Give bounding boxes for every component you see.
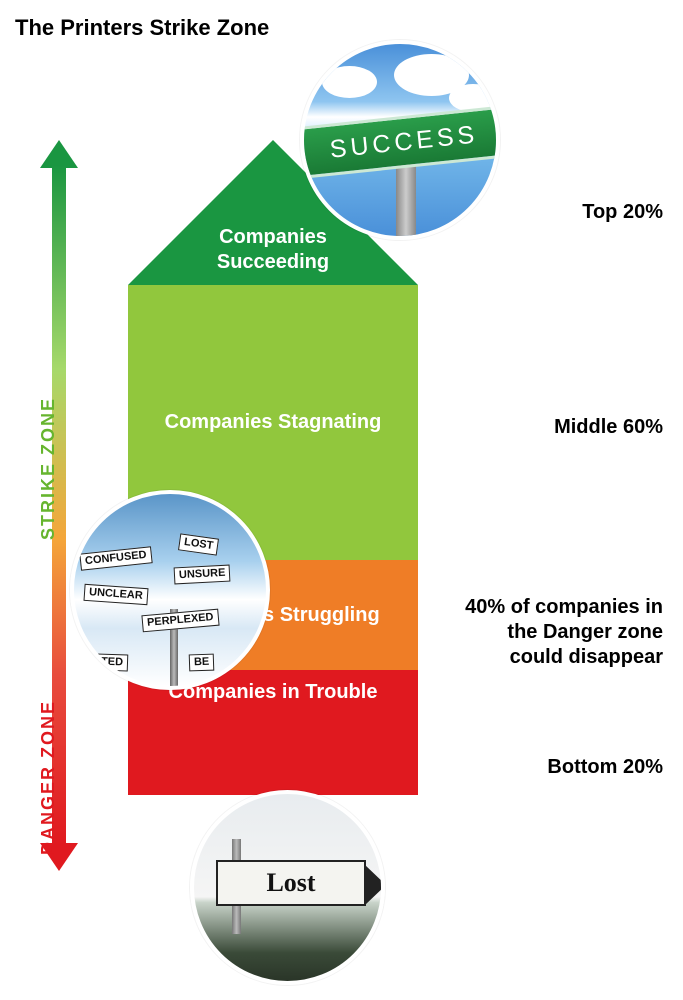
success-sign: SUCCESS xyxy=(300,105,500,179)
lost-sign-text: Lost xyxy=(266,868,315,898)
signpost-label: TED xyxy=(96,653,129,671)
success-sign-text: SUCCESS xyxy=(328,120,479,164)
confused-image: CONFUSED LOST UNSURE UNCLEAR PERPLEXED T… xyxy=(70,490,270,690)
pyramid: Companies Succeeding Companies Stagnatin… xyxy=(128,140,418,795)
signpost-label: BE xyxy=(189,654,215,672)
page-title: The Printers Strike Zone xyxy=(15,15,269,41)
segment-stagnating-label: Companies Stagnating xyxy=(165,410,382,435)
lost-image: Lost xyxy=(190,790,385,985)
axis-arrow-up-icon xyxy=(40,140,78,168)
signpost-label: PERPLEXED xyxy=(141,609,219,633)
annotation-danger: 40% of companies in the Danger zone coul… xyxy=(463,595,663,670)
signpost-label: UNCLEAR xyxy=(83,584,148,605)
signpost-label: LOST xyxy=(178,533,219,555)
segment-succeeding-label: Companies Succeeding xyxy=(193,225,353,275)
annotation-middle: Middle 60% xyxy=(554,415,663,440)
success-image: SUCCESS xyxy=(300,40,500,240)
annotation-top: Top 20% xyxy=(582,200,663,225)
signpost-label: CONFUSED xyxy=(79,546,152,570)
signpost-label: UNSURE xyxy=(174,565,231,585)
annotation-bottom: Bottom 20% xyxy=(547,755,663,780)
strike-zone-label: STRIKE ZONE xyxy=(38,397,59,540)
lost-sign: Lost xyxy=(216,860,366,906)
danger-zone-label: DANGER ZONE xyxy=(38,700,59,855)
